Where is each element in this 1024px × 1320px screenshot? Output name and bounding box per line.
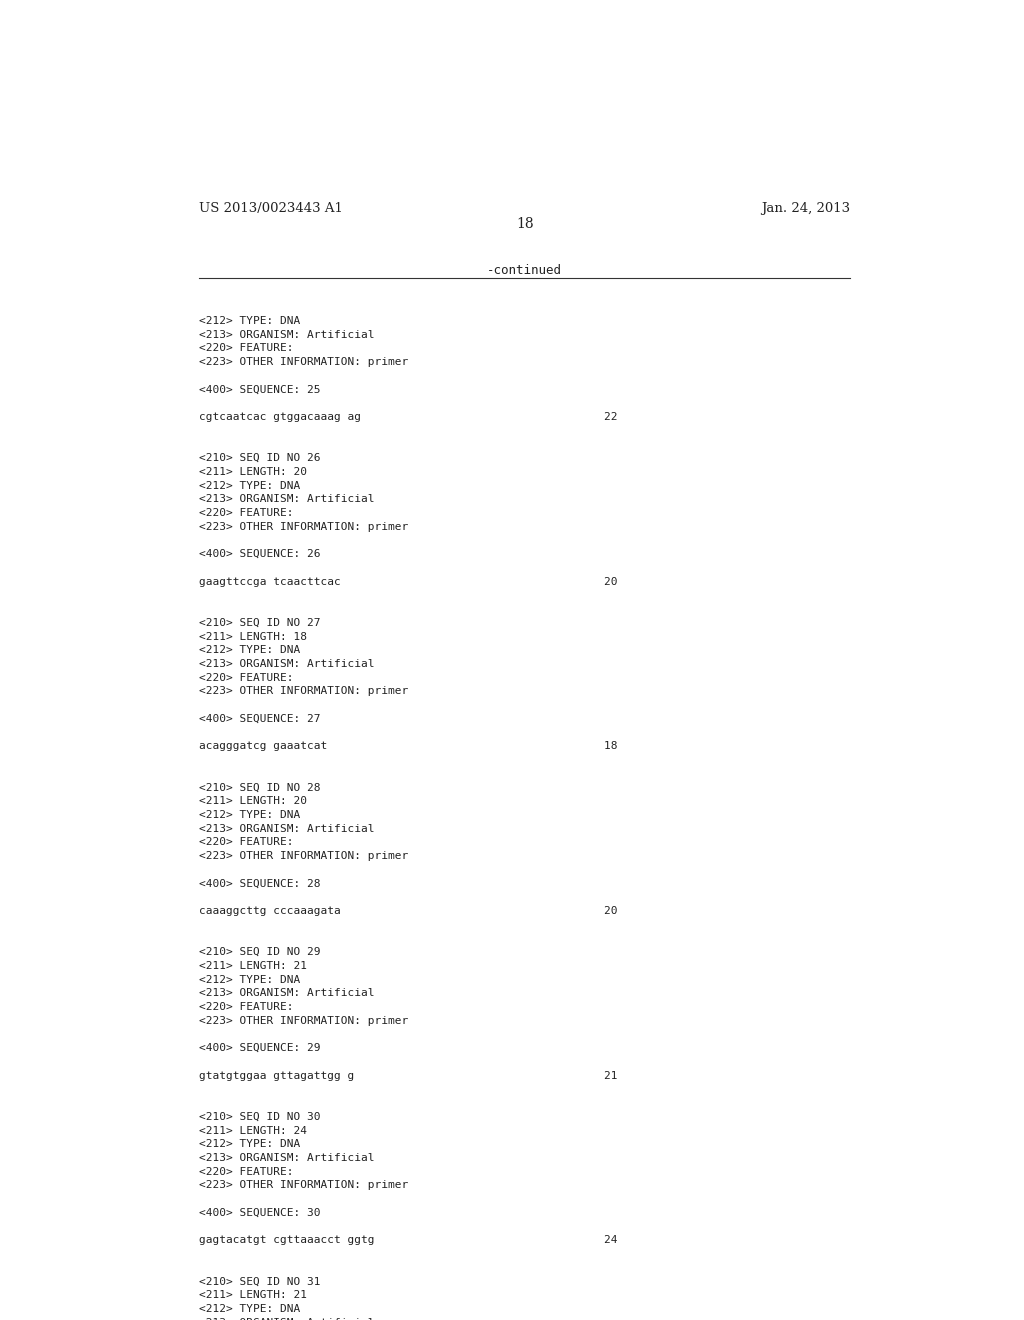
Text: <220> FEATURE:: <220> FEATURE: [200, 343, 294, 354]
Text: <211> LENGTH: 24: <211> LENGTH: 24 [200, 1126, 307, 1135]
Text: <211> LENGTH: 20: <211> LENGTH: 20 [200, 467, 307, 477]
Text: <211> LENGTH: 21: <211> LENGTH: 21 [200, 961, 307, 970]
Text: <211> LENGTH: 21: <211> LENGTH: 21 [200, 1290, 307, 1300]
Text: cgtcaatcac gtggacaaag ag                                    22: cgtcaatcac gtggacaaag ag 22 [200, 412, 617, 422]
Text: <220> FEATURE:: <220> FEATURE: [200, 673, 294, 682]
Text: <400> SEQUENCE: 27: <400> SEQUENCE: 27 [200, 714, 321, 723]
Text: <212> TYPE: DNA: <212> TYPE: DNA [200, 645, 301, 655]
Text: <400> SEQUENCE: 26: <400> SEQUENCE: 26 [200, 549, 321, 560]
Text: Jan. 24, 2013: Jan. 24, 2013 [761, 202, 850, 215]
Text: <212> TYPE: DNA: <212> TYPE: DNA [200, 974, 301, 985]
Text: <210> SEQ ID NO 28: <210> SEQ ID NO 28 [200, 783, 321, 792]
Text: gtatgtggaa gttagattgg g                                     21: gtatgtggaa gttagattgg g 21 [200, 1071, 617, 1081]
Text: <223> OTHER INFORMATION: primer: <223> OTHER INFORMATION: primer [200, 1180, 409, 1191]
Text: <210> SEQ ID NO 26: <210> SEQ ID NO 26 [200, 453, 321, 463]
Text: <213> ORGANISM: Artificial: <213> ORGANISM: Artificial [200, 1152, 375, 1163]
Text: <220> FEATURE:: <220> FEATURE: [200, 508, 294, 517]
Text: gaagttccga tcaacttcac                                       20: gaagttccga tcaacttcac 20 [200, 577, 617, 586]
Text: <400> SEQUENCE: 25: <400> SEQUENCE: 25 [200, 384, 321, 395]
Text: <213> ORGANISM: Artificial: <213> ORGANISM: Artificial [200, 659, 375, 669]
Text: <213> ORGANISM: Artificial: <213> ORGANISM: Artificial [200, 989, 375, 998]
Text: <212> TYPE: DNA: <212> TYPE: DNA [200, 810, 301, 820]
Text: caaaggcttg cccaaagata                                       20: caaaggcttg cccaaagata 20 [200, 906, 617, 916]
Text: <210> SEQ ID NO 30: <210> SEQ ID NO 30 [200, 1111, 321, 1122]
Text: <210> SEQ ID NO 31: <210> SEQ ID NO 31 [200, 1276, 321, 1287]
Text: <212> TYPE: DNA: <212> TYPE: DNA [200, 315, 301, 326]
Text: <211> LENGTH: 18: <211> LENGTH: 18 [200, 631, 307, 642]
Text: <220> FEATURE:: <220> FEATURE: [200, 1167, 294, 1176]
Text: acagggatcg gaaatcat                                         18: acagggatcg gaaatcat 18 [200, 742, 617, 751]
Text: <212> TYPE: DNA: <212> TYPE: DNA [200, 480, 301, 491]
Text: <223> OTHER INFORMATION: primer: <223> OTHER INFORMATION: primer [200, 851, 409, 861]
Text: <400> SEQUENCE: 28: <400> SEQUENCE: 28 [200, 879, 321, 888]
Text: <210> SEQ ID NO 29: <210> SEQ ID NO 29 [200, 948, 321, 957]
Text: <210> SEQ ID NO 27: <210> SEQ ID NO 27 [200, 618, 321, 628]
Text: <213> ORGANISM: Artificial: <213> ORGANISM: Artificial [200, 1317, 375, 1320]
Text: <213> ORGANISM: Artificial: <213> ORGANISM: Artificial [200, 824, 375, 834]
Text: <223> OTHER INFORMATION: primer: <223> OTHER INFORMATION: primer [200, 1015, 409, 1026]
Text: <211> LENGTH: 20: <211> LENGTH: 20 [200, 796, 307, 807]
Text: <213> ORGANISM: Artificial: <213> ORGANISM: Artificial [200, 330, 375, 339]
Text: 18: 18 [516, 218, 534, 231]
Text: US 2013/0023443 A1: US 2013/0023443 A1 [200, 202, 343, 215]
Text: <400> SEQUENCE: 29: <400> SEQUENCE: 29 [200, 1043, 321, 1053]
Text: <223> OTHER INFORMATION: primer: <223> OTHER INFORMATION: primer [200, 358, 409, 367]
Text: <213> ORGANISM: Artificial: <213> ORGANISM: Artificial [200, 494, 375, 504]
Text: -continued: -continued [487, 264, 562, 277]
Text: <223> OTHER INFORMATION: primer: <223> OTHER INFORMATION: primer [200, 686, 409, 697]
Text: <220> FEATURE:: <220> FEATURE: [200, 1002, 294, 1012]
Text: <220> FEATURE:: <220> FEATURE: [200, 837, 294, 847]
Text: <212> TYPE: DNA: <212> TYPE: DNA [200, 1304, 301, 1313]
Text: <223> OTHER INFORMATION: primer: <223> OTHER INFORMATION: primer [200, 521, 409, 532]
Text: gagtacatgt cgttaaacct ggtg                                  24: gagtacatgt cgttaaacct ggtg 24 [200, 1236, 617, 1245]
Text: <212> TYPE: DNA: <212> TYPE: DNA [200, 1139, 301, 1150]
Text: <400> SEQUENCE: 30: <400> SEQUENCE: 30 [200, 1208, 321, 1218]
